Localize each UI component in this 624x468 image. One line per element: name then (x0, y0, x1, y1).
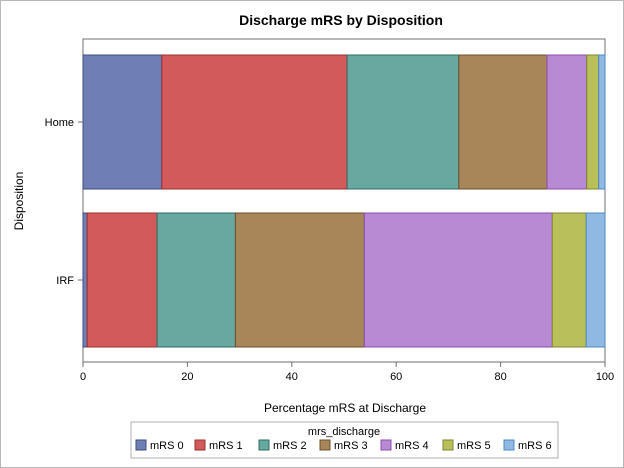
x-axis-label: Percentage mRS at Discharge (264, 401, 426, 415)
bar-irf-mrs-1 (86, 212, 158, 348)
legend-swatch-mrs-4 (380, 439, 392, 451)
legend-label-mrs-3: mRS 3 (334, 440, 368, 452)
legend: mrs_discharge mRS 0 mRS 1 mRS 2 mRS 3 mRS 4 m… (130, 421, 559, 459)
legend-label-mrs-1: mRS 1 (209, 440, 243, 452)
bar-home-mrs-5 (586, 54, 600, 190)
x-tick-label-20: 20 (181, 371, 193, 383)
legend-swatch-mrs-2 (258, 439, 270, 451)
bar-home-mrs-3 (458, 54, 548, 190)
bar-home-mrs-2 (346, 54, 460, 190)
bar-irf-mrs-4 (363, 212, 553, 348)
chart-title: Discharge mRS by Disposition (239, 12, 443, 28)
bar-home-mrs-6 (598, 54, 606, 190)
plot-area: Home IRF 0 20 40 60 80 100 (45, 38, 614, 383)
y-axis-label: Disposition (12, 172, 26, 231)
legend-swatch-mrs-3 (319, 439, 331, 451)
bar-home-mrs-4 (546, 54, 588, 190)
bar-irf-mrs-0 (82, 212, 88, 348)
legend-label-mrs-0: mRS 0 (150, 440, 184, 452)
legend-swatch-mrs-6 (503, 439, 515, 451)
bar-irf-mrs-5 (551, 212, 587, 348)
bar-irf-mrs-6 (585, 212, 606, 348)
bar-irf-mrs-3 (234, 212, 365, 348)
legend-label-mrs-4: mRS 4 (395, 440, 429, 452)
legend-label-mrs-5: mRS 5 (457, 440, 491, 452)
legend-swatch-mrs-0 (135, 439, 147, 451)
x-tick-label-80: 80 (494, 371, 506, 383)
bar-home-mrs-1 (161, 54, 348, 190)
x-tick-label-60: 60 (390, 371, 402, 383)
x-tick-label-40: 40 (286, 371, 298, 383)
legend-swatch-mrs-1 (194, 439, 206, 451)
legend-label-mrs-6: mRS 6 (518, 440, 552, 452)
legend-label-mrs-2: mRS 2 (273, 440, 307, 452)
legend-swatch-mrs-5 (442, 439, 454, 451)
y-tick-label-home: Home (45, 117, 74, 129)
x-tick-label-100: 100 (596, 371, 614, 383)
legend-title: mrs_discharge (308, 426, 380, 438)
bar-irf-mrs-2 (156, 212, 236, 348)
x-tick-label-0: 0 (80, 371, 86, 383)
y-tick-label-irf: IRF (56, 275, 74, 287)
bar-home-mrs-0 (82, 54, 163, 190)
